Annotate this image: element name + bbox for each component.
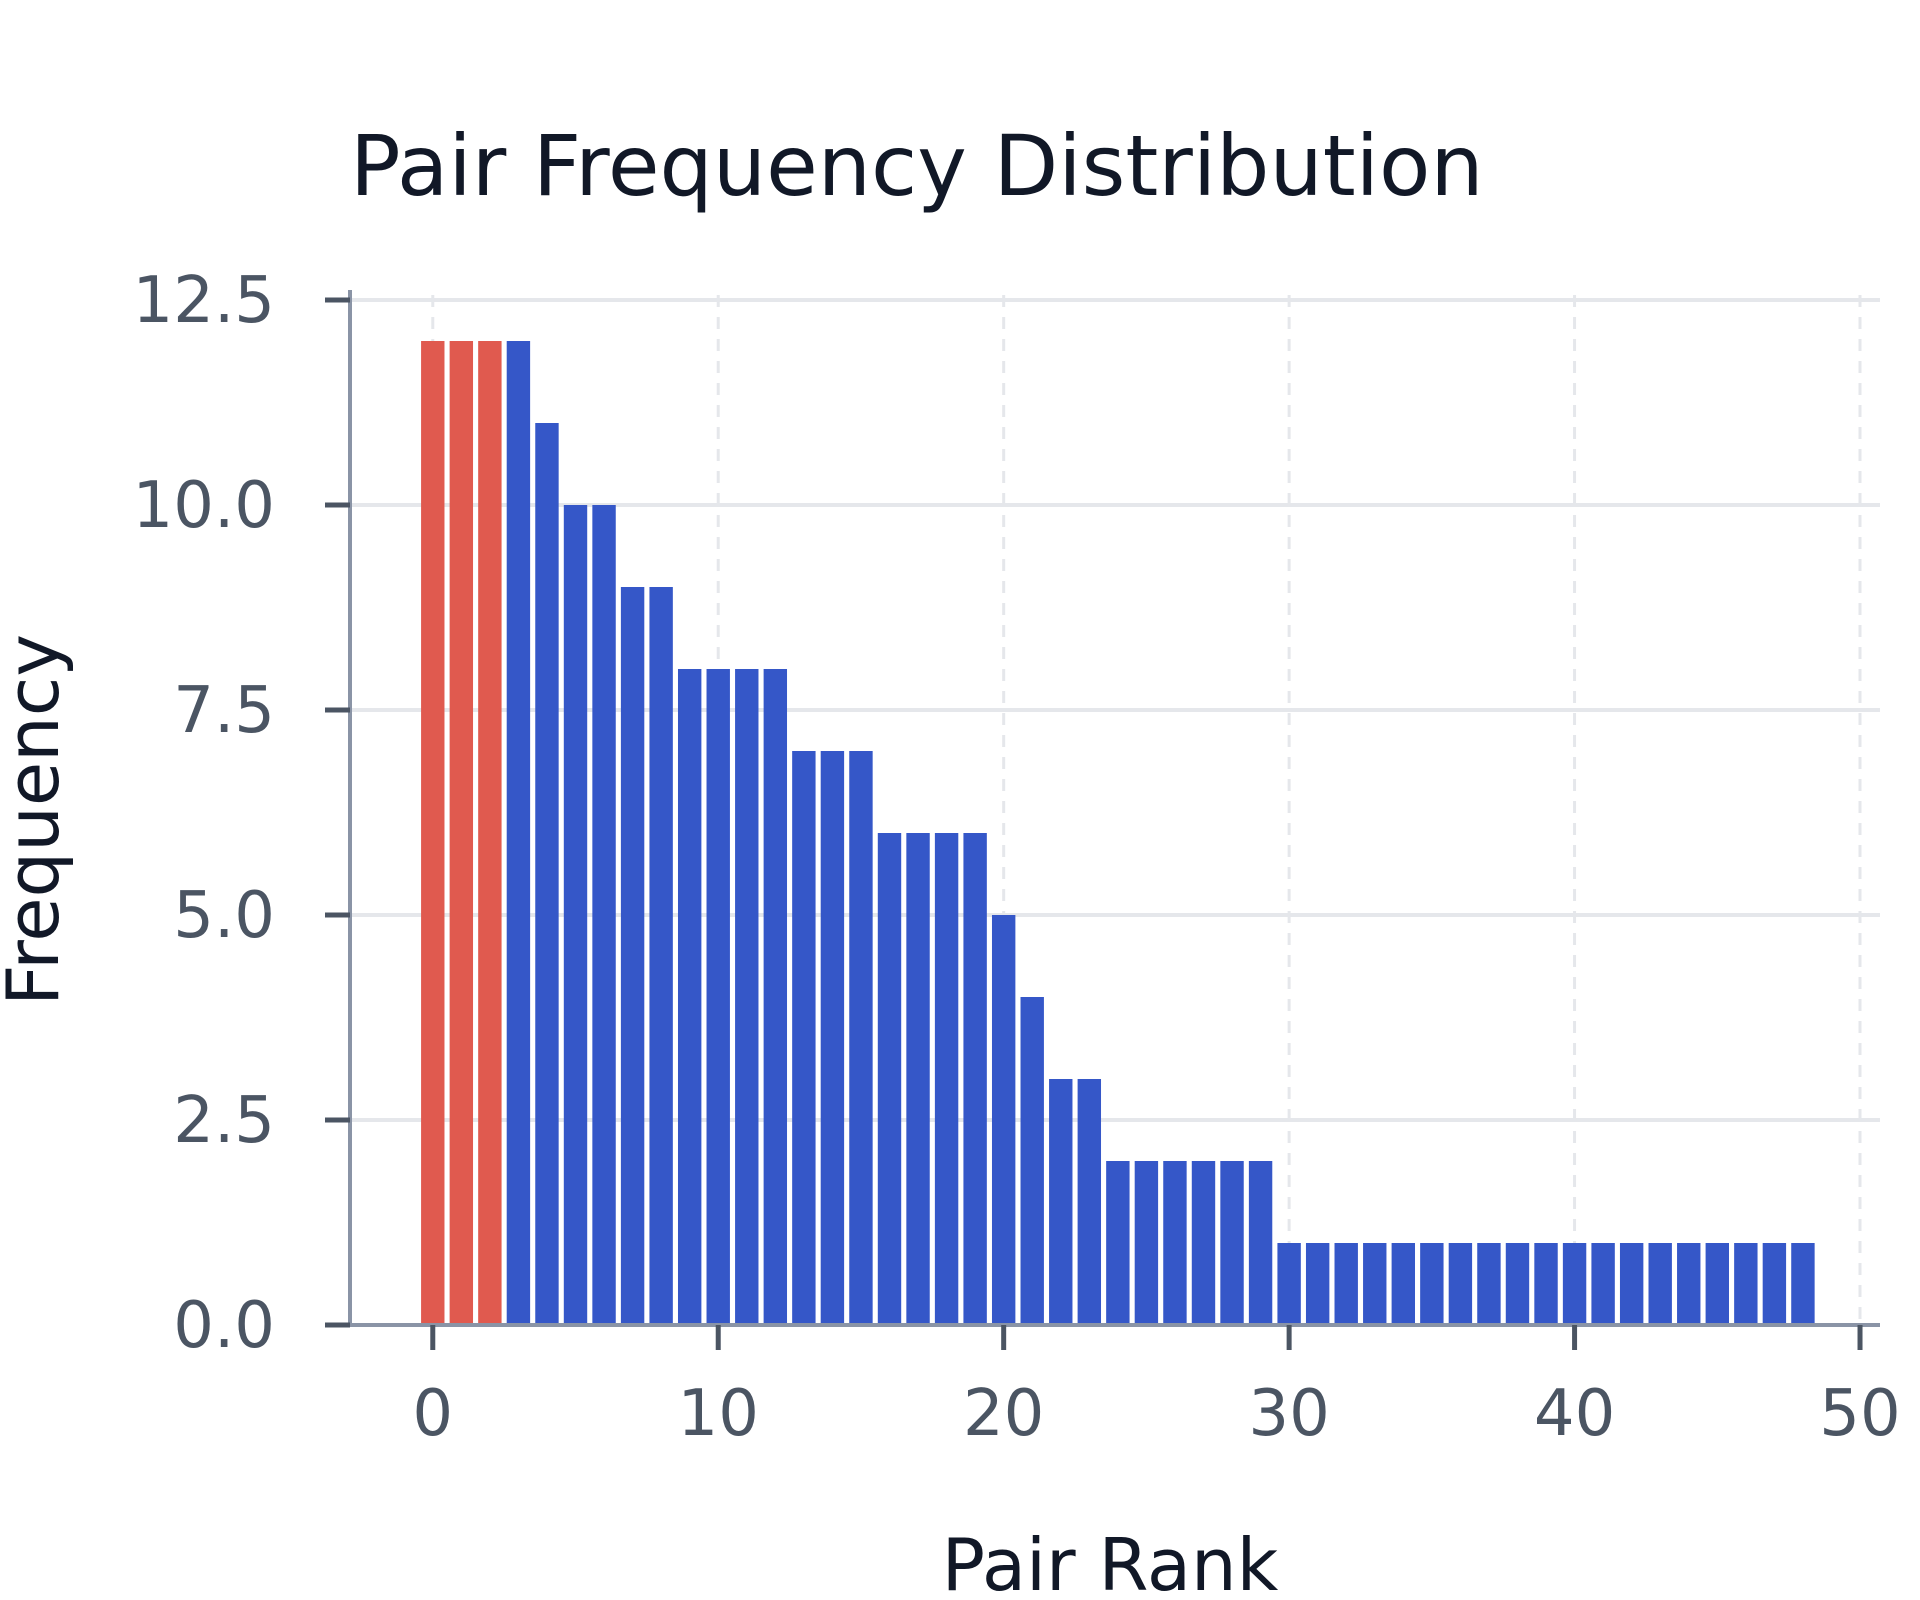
bar-rank-9 [677,669,702,1325]
bar-rank-25 [1134,1161,1159,1325]
bar-rank-20 [991,915,1016,1325]
bar-rank-46 [1734,1243,1758,1325]
bar-rank-41 [1591,1243,1615,1325]
y-tick-label: 10.0 [133,469,276,543]
bar-rank-22 [1049,1079,1073,1325]
bar-rank-27 [1191,1161,1216,1325]
bar-rank-43 [1648,1243,1672,1325]
bar-rank-37 [1477,1243,1501,1325]
bar-rank-48 [1791,1243,1815,1325]
bar-rank-6 [592,505,616,1325]
bar-rank-36 [1448,1243,1473,1325]
bar-rank-39 [1534,1243,1558,1325]
bar-rank-5 [563,505,588,1325]
bar-rank-32 [1334,1243,1358,1325]
bar-rank-4 [535,423,559,1325]
x-axis-label: Pair Rank [942,1523,1279,1600]
bar-rank-17 [906,833,930,1325]
bar-rank-12 [763,669,788,1325]
bar-rank-19 [963,833,987,1325]
y-axis-label: Frequency [0,634,75,1006]
bar-rank-29 [1248,1161,1273,1325]
bar-rank-33 [1363,1243,1387,1325]
bar-rank-44 [1677,1243,1701,1325]
bar-rank-24 [1106,1161,1130,1325]
y-tick-label: 0.0 [173,1289,275,1363]
bar-rank-28 [1220,1161,1244,1325]
bar-rank-16 [877,833,902,1325]
bar-rank-18 [934,833,959,1325]
bar-rank-2 [478,341,502,1325]
bar-rank-14 [820,751,845,1325]
y-tick-label: 2.5 [173,1084,275,1158]
bar-rank-8 [649,587,673,1325]
bar-rank-31 [1305,1243,1330,1325]
bar-rank-35 [1420,1243,1444,1325]
bar-rank-42 [1619,1243,1644,1325]
bar-rank-1 [449,341,474,1325]
bar-rank-3 [506,341,531,1325]
bar-rank-0 [421,341,445,1325]
bar-rank-26 [1163,1161,1187,1325]
bar-rank-30 [1277,1243,1301,1325]
bar-rank-47 [1762,1243,1787,1325]
x-tick-label: 50 [1819,1377,1900,1451]
axis-layer [348,290,1880,1327]
y-tick-label: 5.0 [173,879,275,953]
bar-rank-38 [1505,1243,1530,1325]
x-tick-label: 40 [1534,1377,1615,1451]
chart-title: Pair Frequency Distribution [350,117,1484,215]
bar-rank-15 [849,751,873,1325]
bar-layer [421,341,1815,1325]
bar-rank-13 [792,751,816,1325]
tick-layer: 0.0 2.5 5.0 7.5 10.0 12.5 0 10 20 30 40 50 [133,264,1901,1451]
bar-rank-11 [735,669,759,1325]
bar-rank-23 [1077,1079,1102,1325]
bar-rank-10 [706,669,730,1325]
bar-rank-45 [1705,1243,1729,1325]
y-tick-label: 7.5 [173,674,275,748]
y-tick-label: 12.5 [133,264,276,338]
x-tick-label: 30 [1248,1377,1329,1451]
bar-rank-34 [1391,1243,1416,1325]
bar-rank-21 [1020,997,1044,1325]
x-tick-label: 10 [678,1377,759,1451]
bar-rank-40 [1562,1243,1587,1325]
x-tick-label: 0 [412,1377,453,1451]
x-tick-label: 20 [963,1377,1044,1451]
bar-rank-7 [620,587,645,1325]
